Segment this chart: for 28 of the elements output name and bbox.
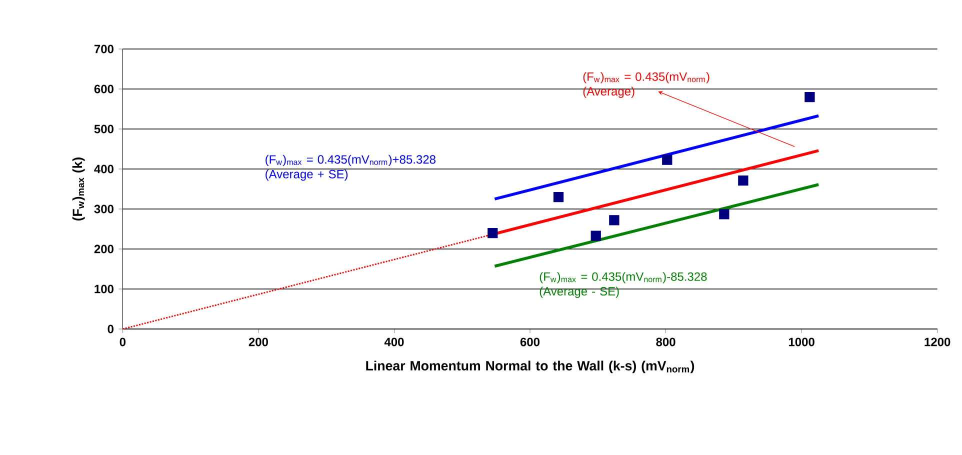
point [738,176,748,186]
y-tick-label: 500 [94,124,114,134]
x-tick-label: 600 [520,338,540,346]
x-tick-label: 800 [656,338,676,346]
text: (F$_{w}$)$_{max}$ = 0.435(mV$_{norm}$)-85.328 (Average - SE) [540,272,707,298]
x-tick-label: 1000 [788,338,814,346]
y-tick-label: 300 [94,204,114,214]
x-tick-label: 400 [384,338,404,346]
x-tick-label: 1200 [924,338,950,346]
y-tick-label: 0 [108,324,114,334]
x-tick-label: 200 [248,338,268,346]
y-tick-label: 600 [94,84,114,94]
point [662,154,672,165]
point [590,230,601,241]
y-tick-label: 200 [94,244,114,254]
text: (F$_{w}$)$_{max}$ = 0.435(mV$_{norm}$)+85.328 (Average + SE) [266,154,436,181]
y-axis-title: (F$_{w}$)$_{max}$ (k) [72,158,85,220]
y-tick-label: 700 [94,44,114,54]
y-tick-label: 400 [94,164,114,174]
point [488,228,498,238]
x-axis-title: Linear Momentum Normal to the Wall (k-s) (mV$_{norm}$) [366,360,694,374]
point [719,209,730,220]
text: (F$_{w}$)$_{max}$ = 0.435(mV$_{norm}$) (Average) [583,72,710,98]
x-tick-label: 0 [120,338,126,346]
point [804,92,815,102]
point [553,192,564,202]
point [609,215,620,226]
y-tick-label: 100 [94,284,114,294]
